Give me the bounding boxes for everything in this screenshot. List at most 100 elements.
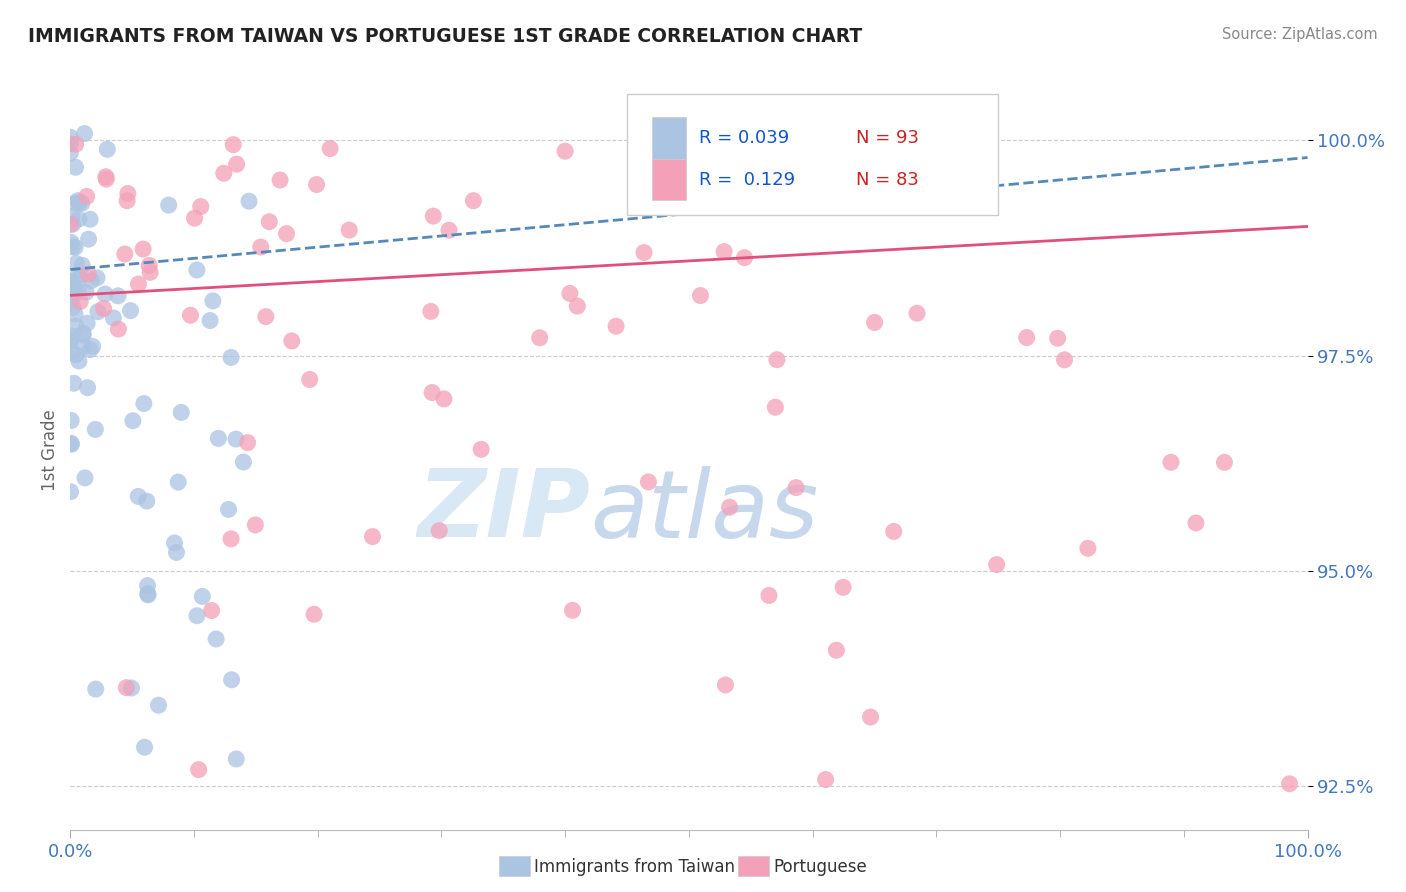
Point xyxy=(207,431,229,445)
Point xyxy=(73,127,96,141)
Point xyxy=(605,319,627,334)
Point xyxy=(689,288,711,302)
FancyBboxPatch shape xyxy=(627,95,998,216)
Point xyxy=(60,436,83,450)
Point xyxy=(183,211,205,226)
Point xyxy=(437,223,460,237)
Point xyxy=(79,343,101,357)
Point xyxy=(80,274,103,288)
Point xyxy=(179,308,201,322)
Point xyxy=(60,210,83,224)
Point xyxy=(186,263,208,277)
Point xyxy=(190,200,212,214)
Point xyxy=(205,632,228,646)
Point xyxy=(63,285,86,299)
Point xyxy=(59,217,82,231)
Point xyxy=(82,339,104,353)
Point xyxy=(191,590,214,604)
Point xyxy=(59,136,82,151)
Point xyxy=(905,306,928,320)
Point xyxy=(87,304,110,318)
Point xyxy=(127,490,149,504)
Point xyxy=(59,484,82,499)
Point xyxy=(75,285,97,300)
Point xyxy=(60,437,83,451)
Point xyxy=(132,396,155,410)
Y-axis label: 1st Grade: 1st Grade xyxy=(41,409,59,491)
Point xyxy=(187,763,209,777)
Point xyxy=(65,348,87,362)
Point xyxy=(633,245,655,260)
Point xyxy=(554,144,576,158)
Point xyxy=(139,265,162,279)
Point xyxy=(59,130,82,145)
Point xyxy=(832,133,855,147)
Point xyxy=(249,240,271,254)
Point xyxy=(986,558,1008,572)
Point xyxy=(114,247,136,261)
Point xyxy=(734,251,756,265)
Point xyxy=(136,587,159,601)
Point xyxy=(218,502,240,516)
Point xyxy=(136,579,159,593)
Point xyxy=(135,494,157,508)
Text: IMMIGRANTS FROM TAIWAN VS PORTUGUESE 1ST GRADE CORRELATION CHART: IMMIGRANTS FROM TAIWAN VS PORTUGUESE 1ST… xyxy=(28,27,862,45)
Point xyxy=(766,352,789,367)
Point xyxy=(567,299,589,313)
Point xyxy=(859,710,882,724)
Text: N = 93: N = 93 xyxy=(856,129,920,147)
Point xyxy=(96,142,118,156)
Point xyxy=(198,313,221,327)
Point xyxy=(134,740,156,755)
Point xyxy=(832,580,855,594)
Point xyxy=(785,481,807,495)
Point xyxy=(60,235,83,250)
Point xyxy=(714,678,737,692)
Point xyxy=(60,413,83,427)
Point xyxy=(70,258,93,272)
Point xyxy=(60,275,83,289)
Point xyxy=(361,530,384,544)
Point xyxy=(763,401,786,415)
Point xyxy=(62,240,84,254)
Point xyxy=(225,432,247,446)
Point xyxy=(65,137,87,152)
Point xyxy=(63,240,86,254)
Point xyxy=(117,186,139,201)
Point xyxy=(305,178,328,192)
Point xyxy=(319,142,342,156)
Point xyxy=(238,194,260,209)
Point xyxy=(62,290,84,304)
Point xyxy=(219,351,242,365)
Point xyxy=(59,334,82,348)
Point xyxy=(59,293,82,308)
Point xyxy=(120,681,142,695)
Point xyxy=(1213,455,1236,469)
Point xyxy=(115,681,138,695)
Point xyxy=(276,227,298,241)
Point xyxy=(1077,541,1099,556)
Point xyxy=(259,215,281,229)
Text: Portuguese: Portuguese xyxy=(773,858,868,876)
Point xyxy=(1278,777,1301,791)
Point xyxy=(107,289,129,303)
Point xyxy=(60,345,83,359)
Point xyxy=(121,414,143,428)
Point xyxy=(1053,352,1076,367)
Point xyxy=(148,698,170,713)
Point xyxy=(69,294,91,309)
Point xyxy=(67,354,90,368)
Point xyxy=(201,293,224,308)
Point xyxy=(433,392,456,406)
Point xyxy=(66,194,89,208)
Point xyxy=(62,286,84,301)
Point xyxy=(561,603,583,617)
Point xyxy=(222,137,245,152)
Point xyxy=(65,161,87,175)
Point xyxy=(120,303,142,318)
Point xyxy=(60,329,83,343)
Point xyxy=(62,301,84,315)
Point xyxy=(1046,331,1069,345)
Point xyxy=(67,268,90,283)
Point xyxy=(281,334,304,348)
